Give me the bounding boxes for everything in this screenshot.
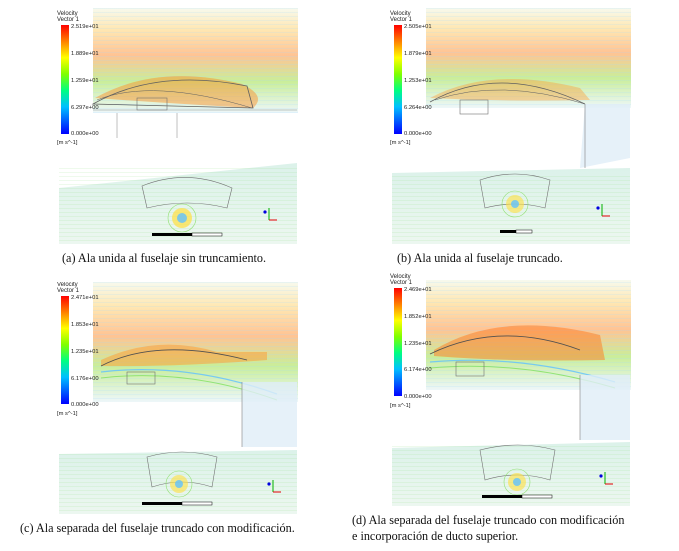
panel-a-image: Velocity Vector 1 2.519e+01 1.889e+01 1.… (57, 8, 298, 244)
legend-title1-d: Velocity (390, 274, 411, 280)
colorbar-c (61, 296, 69, 404)
legend-tick-c-1: 1.853e+01 (71, 322, 99, 328)
legend-tick-d-1: 1.852e+01 (404, 314, 432, 320)
caption-a: (a) Ala unida al fuselaje sin truncamien… (62, 251, 267, 265)
legend-tick-c-0: 2.471e+01 (71, 295, 99, 301)
panel-c-image: Velocity Vector 1 2.471e+01 1.853e+01 1.… (57, 282, 298, 514)
legend-title2-d: Vector 1 (390, 280, 413, 286)
legend-tick-c-3: 6.176e+00 (71, 376, 99, 382)
legend-tick-d-3: 6.174e+00 (404, 367, 432, 373)
panel-a: Velocity Vector 1 2.519e+01 1.889e+01 1.… (57, 8, 302, 248)
legend-unit-d: [m s^-1] (390, 403, 411, 409)
legend-title1-b: Velocity (390, 11, 411, 17)
legend-tick-a-1: 1.889e+01 (71, 51, 99, 57)
legend-tick-d-2: 1.235e+01 (404, 341, 432, 347)
caption-c: (c) Ala separada del fuselaje truncado c… (20, 521, 295, 535)
legend-tick-a-3: 6.297e+00 (71, 105, 99, 111)
legend-tick-b-4: 0.000e+00 (404, 131, 432, 137)
panel-d-image: Velocity Vector 1 2.469e+01 1.852e+01 1.… (390, 274, 631, 506)
legend-tick-d-4: 0.000e+00 (404, 394, 432, 400)
panel-c: Velocity Vector 1 2.471e+01 1.853e+01 1.… (57, 282, 302, 517)
legend-tick-c-2: 1.235e+01 (71, 349, 99, 355)
caption-b: (b) Ala unida al fuselaje truncado. (397, 251, 563, 265)
panel-b-image: Velocity Vector 1 2.505e+01 1.879e+01 1.… (390, 8, 631, 244)
legend-unit-b: [m s^-1] (390, 140, 411, 146)
legend-tick-b-1: 1.879e+01 (404, 51, 432, 57)
legend-tick-c-4: 0.000e+00 (71, 402, 99, 408)
legend-unit-c: [m s^-1] (57, 411, 78, 417)
caption-d-line1: (d) Ala separada del fuselaje truncado c… (352, 513, 625, 527)
panel-d: Velocity Vector 1 2.469e+01 1.852e+01 1.… (390, 270, 635, 510)
legend-title1-c: Velocity (57, 282, 78, 288)
legend-tick-b-0: 2.505e+01 (404, 24, 432, 30)
legend-tick-d-0: 2.469e+01 (404, 287, 432, 293)
legend-title2-c: Vector 1 (57, 288, 80, 294)
legend-title2-a: Vector 1 (57, 17, 80, 23)
colorbar-d (394, 288, 402, 396)
legend-title1-a: Velocity (57, 11, 78, 17)
legend-unit-a: [m s^-1] (57, 140, 78, 146)
colorbar-b (394, 25, 402, 134)
legend-tick-b-2: 1.253e+01 (404, 78, 432, 84)
caption-d-line2: e incorporación de ducto superior. (352, 529, 519, 543)
legend-tick-a-4: 0.000e+00 (71, 131, 99, 137)
legend-tick-b-3: 6.264e+00 (404, 105, 432, 111)
panel-b: Velocity Vector 1 2.505e+01 1.879e+01 1.… (390, 8, 635, 248)
legend-title2-b: Vector 1 (390, 17, 413, 23)
colorbar-a (61, 25, 69, 134)
legend-tick-a-2: 1.259e+01 (71, 78, 99, 84)
legend-tick-a-0: 2.519e+01 (71, 24, 99, 30)
